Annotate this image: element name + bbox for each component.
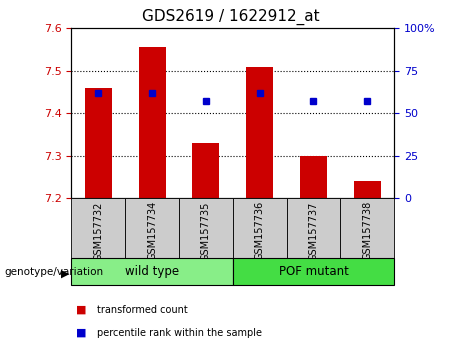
Text: ▶: ▶	[61, 268, 69, 278]
Bar	[71, 198, 125, 258]
Bar	[85, 88, 112, 198]
Bar	[193, 143, 219, 198]
Text: GSM157732: GSM157732	[93, 201, 103, 261]
Bar	[354, 181, 381, 198]
Bar	[300, 156, 327, 198]
Text: POF mutant: POF mutant	[278, 265, 349, 278]
Text: ■: ■	[76, 305, 87, 315]
Text: GSM157735: GSM157735	[201, 201, 211, 261]
Bar	[233, 198, 287, 258]
Text: GDS2619 / 1622912_at: GDS2619 / 1622912_at	[142, 9, 319, 25]
Text: wild type: wild type	[125, 265, 179, 278]
Text: transformed count: transformed count	[97, 305, 188, 315]
Bar	[340, 198, 394, 258]
Text: ■: ■	[76, 328, 87, 338]
Bar	[246, 67, 273, 198]
Bar	[233, 258, 394, 285]
Bar	[287, 198, 340, 258]
Bar	[179, 198, 233, 258]
Bar	[71, 258, 233, 285]
Text: GSM157734: GSM157734	[147, 201, 157, 261]
Text: GSM157736: GSM157736	[254, 201, 265, 261]
Bar	[125, 198, 179, 258]
Text: genotype/variation: genotype/variation	[5, 267, 104, 277]
Bar	[139, 47, 165, 198]
Text: percentile rank within the sample: percentile rank within the sample	[97, 328, 262, 338]
Text: GSM157738: GSM157738	[362, 201, 372, 261]
Text: GSM157737: GSM157737	[308, 201, 319, 261]
